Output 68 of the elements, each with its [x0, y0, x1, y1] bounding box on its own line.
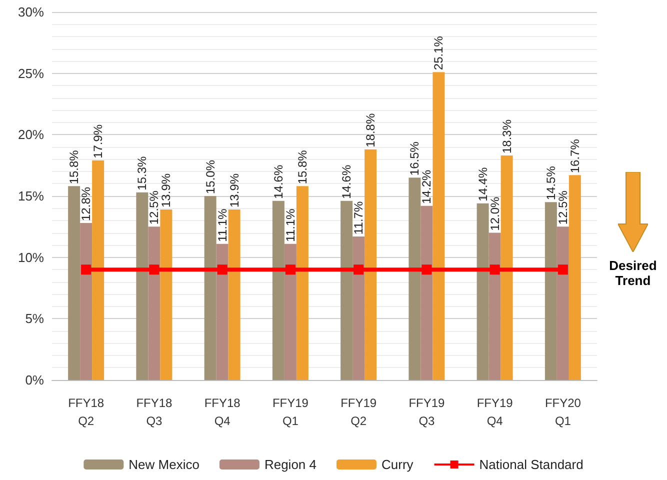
data-label: 16.5% — [408, 141, 422, 176]
data-label: 15.0% — [203, 160, 218, 194]
data-label: 15.8% — [295, 150, 310, 184]
y-tick-label: 10% — [18, 250, 44, 265]
legend-label: New Mexico — [128, 457, 200, 472]
data-label: 18.3% — [500, 119, 514, 154]
data-label: 13.9% — [227, 173, 242, 208]
x-tick-label: FFY19 Q2 — [340, 396, 377, 428]
legend-label: National Standard — [479, 457, 584, 472]
bar — [92, 160, 104, 380]
legend-label: Curry — [381, 457, 414, 472]
bar — [272, 200, 284, 380]
y-tick-label: 5% — [25, 311, 44, 326]
data-label: 12.0% — [488, 196, 502, 231]
data-label: 14.5% — [544, 166, 558, 200]
data-label: 14.4% — [476, 167, 490, 202]
data-label: 16.7% — [568, 138, 582, 174]
bar — [556, 226, 569, 380]
data-label: 11.1% — [215, 208, 230, 242]
data-label: 14.6% — [340, 164, 354, 199]
legend-label: Region 4 — [264, 457, 316, 472]
data-label: 18.8% — [364, 113, 378, 148]
bar — [568, 175, 581, 380]
y-tick-label: 25% — [18, 66, 44, 81]
data-label: 15.3% — [135, 156, 150, 190]
bar — [204, 196, 216, 380]
bar — [296, 186, 308, 380]
bar — [500, 156, 513, 380]
y-tick-label: 15% — [18, 188, 44, 204]
data-label: 12.8% — [79, 186, 94, 221]
y-tick-label: 20% — [18, 127, 44, 142]
data-label: 12.5% — [147, 190, 162, 225]
bar — [80, 222, 92, 380]
data-label: 11.7% — [352, 201, 366, 234]
y-tick-label: 0% — [25, 372, 44, 388]
data-label: 12.5% — [556, 190, 570, 225]
bar — [488, 232, 501, 380]
data-label: 17.9% — [91, 124, 106, 158]
bar — [148, 226, 160, 380]
bar — [432, 72, 445, 380]
data-label: 25.1% — [432, 36, 446, 70]
bar — [68, 186, 80, 380]
x-tick-label: FFY19 Q1 — [272, 396, 309, 428]
x-tick-label: FFY18 Q2 — [68, 396, 104, 428]
bar — [228, 209, 240, 380]
data-label: 15.8% — [67, 150, 82, 184]
bar — [216, 244, 228, 380]
x-tick-label: FFY20 Q1 — [544, 396, 582, 428]
bar — [284, 244, 296, 380]
bar — [340, 200, 353, 380]
x-tick-label: FFY19 Q3 — [408, 396, 446, 428]
bar — [420, 206, 433, 380]
x-tick-label: FFY18 Q4 — [204, 396, 241, 428]
bar — [136, 192, 148, 380]
x-tick-label: FFY19 Q4 — [476, 396, 514, 428]
bar — [408, 178, 421, 380]
bar — [352, 236, 365, 380]
data-label: 11.1% — [283, 208, 298, 242]
data-label: 14.6% — [271, 164, 286, 199]
x-tick-label: FFY18 Q3 — [136, 396, 173, 428]
y-tick-label: 30% — [18, 4, 44, 20]
bar — [544, 202, 557, 380]
data-label: 14.2% — [420, 169, 434, 204]
bar — [476, 203, 489, 380]
bar — [160, 209, 172, 380]
bar — [364, 149, 377, 380]
data-label: 13.9% — [159, 173, 174, 208]
text: Desired Trend — [608, 258, 658, 288]
